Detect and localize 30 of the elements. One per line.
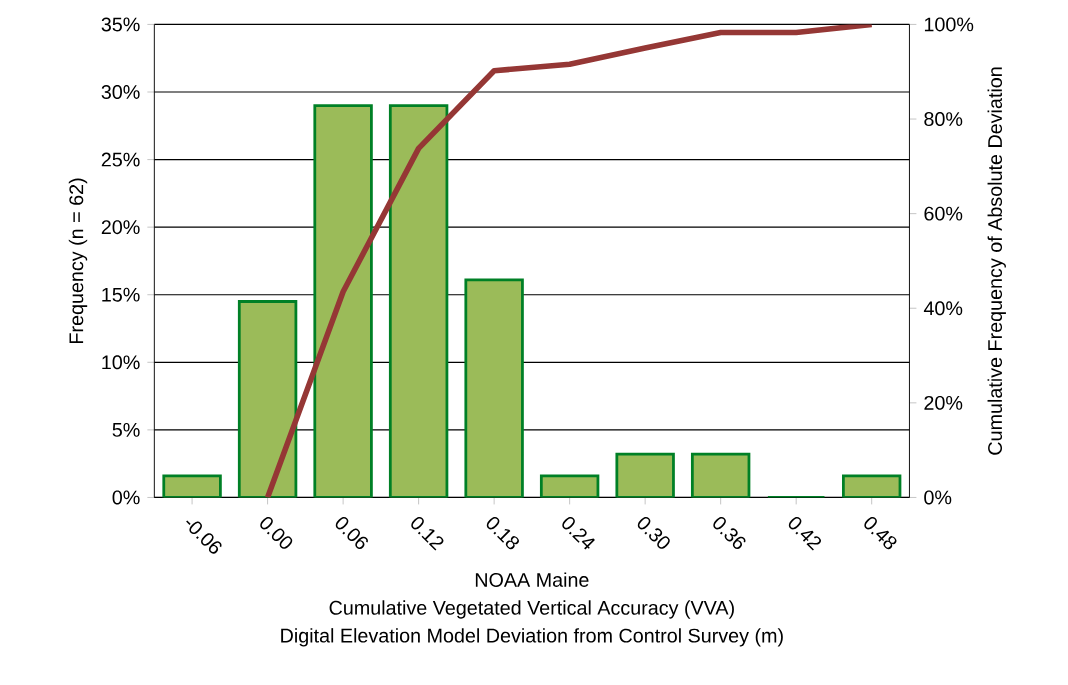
text: NOAA Maine <box>475 572 589 587</box>
y-axis-title: Frequency (n = 62) <box>68 178 88 343</box>
y2-tick-label: 20% <box>924 395 963 410</box>
x-tick-label: 0.36 <box>713 516 746 550</box>
x-tick-label: 0.06 <box>335 516 368 550</box>
y-tick-label: 20% <box>101 220 140 235</box>
y-tick-label: 10% <box>102 355 140 370</box>
y2-axis-title: Cumulative Frequency of Absolute Deviation <box>987 67 1006 455</box>
x-axis-title: Digital Elevation Model Deviation from Control Survey (m) <box>281 628 783 647</box>
y2-tick-label: 60% <box>924 206 963 221</box>
y-tick-label: 5% <box>112 422 140 437</box>
bar <box>239 301 296 498</box>
x-tick-label: 0.24 <box>562 516 595 550</box>
y2-tick-label: 0% <box>924 490 952 505</box>
y2-tick-label: 40% <box>923 301 963 316</box>
x-tick-label: 0.18 <box>486 516 519 550</box>
y2-tick-label: 100% <box>924 17 974 32</box>
bar <box>465 279 523 498</box>
bar <box>390 105 447 498</box>
x-tick-label: 0.48 <box>864 516 897 550</box>
x-tick-label: 0.00 <box>260 516 293 549</box>
text: Cumulative Vegetated Vertical Accuracy (VVA) <box>329 600 734 619</box>
y-tick-label: 0% <box>112 490 140 505</box>
y-tick-label: 25% <box>101 152 140 167</box>
y-tick-label: 35% <box>101 17 140 32</box>
bar <box>314 105 372 498</box>
x-tick-label: 0.30 <box>637 516 670 549</box>
y-tick-label: 15% <box>102 287 140 302</box>
y-tick-label: 30% <box>101 85 140 99</box>
y2-tick-label: 80% <box>924 112 963 126</box>
